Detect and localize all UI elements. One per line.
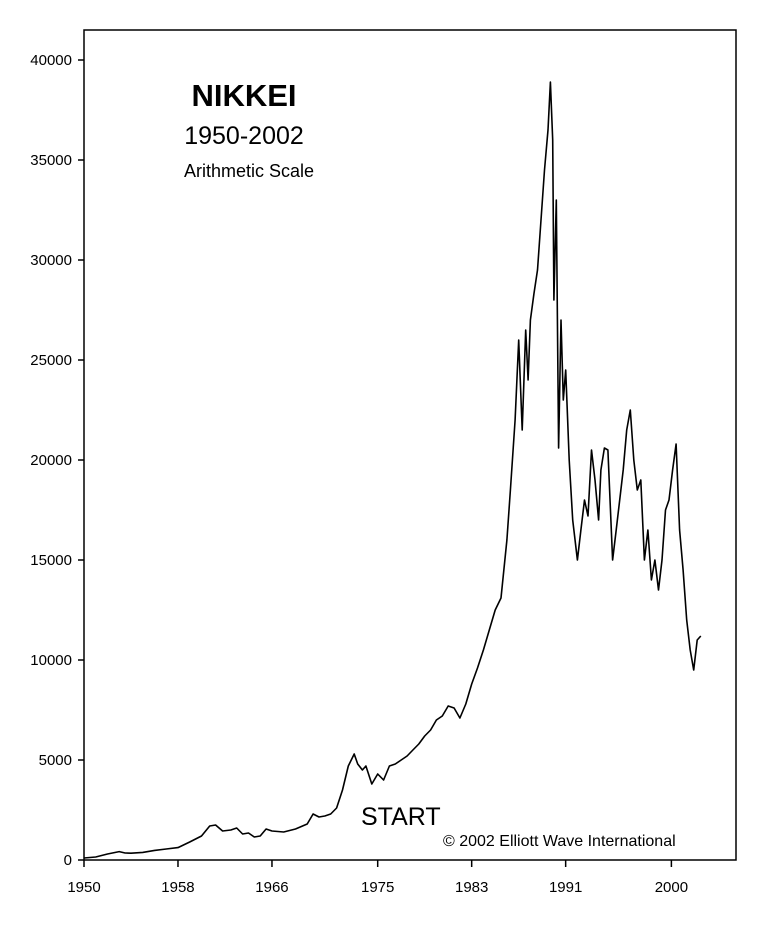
y-tick-label: 25000 [30, 352, 72, 369]
axes-layer: 0 5000 10000 15000 20000 25000 30000 35000 40000… [30, 29, 737, 896]
x-tick-label: 2000 [655, 879, 688, 896]
text-layer: NIKKEI 1950-2002 Arithmetic Scale START … [184, 78, 676, 850]
chart-subtitle: 1950-2002 [184, 122, 304, 150]
x-tick-label: 1983 [455, 879, 488, 896]
x-tick-label: 1958 [161, 879, 194, 896]
y-tick-label: 30000 [30, 252, 72, 269]
y-tick-label: 20000 [30, 452, 72, 469]
x-tick-label: 1950 [67, 879, 100, 896]
y-tick-label: 5000 [39, 752, 72, 769]
y-tick-label: 0 [64, 852, 72, 869]
start-annotation: START [361, 803, 441, 831]
x-tick-label: 1966 [255, 879, 288, 896]
nikkei-index-line [83, 81, 702, 859]
y-tick-label: 15000 [30, 552, 72, 569]
chart-title: NIKKEI [191, 78, 296, 113]
copyright-annotation: © 2002 Elliott Wave International [443, 833, 676, 850]
plot-frame [83, 29, 737, 861]
y-tick-label: 10000 [30, 652, 72, 669]
y-tick-label: 35000 [30, 152, 72, 169]
x-tick-label: 1991 [549, 879, 582, 896]
x-tick-label: 1975 [361, 879, 394, 896]
series-layer [83, 81, 702, 859]
y-tick-label: 40000 [30, 52, 72, 69]
chart-scale-note: Arithmetic Scale [184, 161, 314, 181]
